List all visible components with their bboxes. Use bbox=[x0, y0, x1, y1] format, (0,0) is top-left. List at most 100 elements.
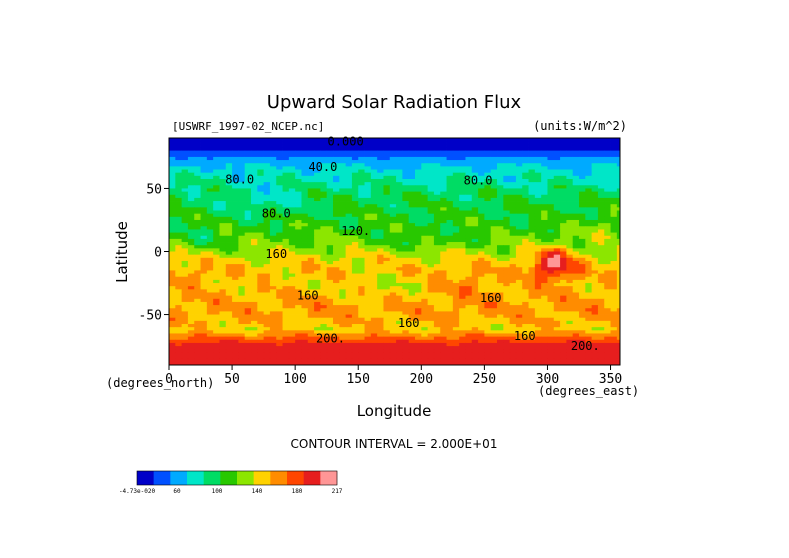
heatmap-cell bbox=[364, 305, 372, 309]
heatmap-cell bbox=[370, 194, 378, 199]
heatmap-cell bbox=[604, 223, 611, 227]
heatmap-cell bbox=[452, 251, 460, 256]
heatmap-cell bbox=[553, 308, 561, 312]
heatmap-cell bbox=[465, 264, 473, 268]
heatmap-cell bbox=[377, 185, 384, 189]
heatmap-cell bbox=[219, 242, 227, 246]
heatmap-cell bbox=[383, 182, 391, 186]
heatmap-cell bbox=[244, 254, 252, 259]
heatmap-cell bbox=[169, 169, 176, 174]
heatmap-cell bbox=[320, 352, 328, 356]
heatmap-cell bbox=[377, 342, 384, 347]
heatmap-cell bbox=[257, 156, 265, 161]
heatmap-cell bbox=[433, 229, 441, 233]
heatmap-cell bbox=[244, 153, 252, 158]
heatmap-cell bbox=[225, 248, 233, 252]
heatmap-cell bbox=[440, 219, 447, 224]
heatmap-cell bbox=[307, 283, 315, 287]
heatmap-cell bbox=[295, 355, 302, 360]
heatmap-cell bbox=[408, 251, 416, 256]
heatmap-cell bbox=[219, 257, 227, 262]
heatmap-cell bbox=[383, 301, 391, 306]
heatmap-cell bbox=[541, 260, 548, 265]
heatmap-cell bbox=[175, 289, 183, 293]
heatmap-cell bbox=[169, 257, 176, 262]
heatmap-cell bbox=[421, 216, 429, 221]
heatmap-cell bbox=[440, 248, 447, 252]
heatmap-cell bbox=[251, 279, 258, 284]
heatmap-cell bbox=[232, 339, 239, 344]
heatmap-cell bbox=[515, 251, 523, 256]
heatmap-cell bbox=[446, 320, 454, 325]
heatmap-cell bbox=[244, 219, 252, 224]
heatmap-cell bbox=[515, 172, 523, 177]
heatmap-cell bbox=[263, 267, 271, 271]
heatmap-cell bbox=[553, 150, 561, 155]
heatmap-cell bbox=[251, 308, 258, 312]
heatmap-cell bbox=[522, 185, 529, 189]
heatmap-cell bbox=[383, 226, 391, 230]
heatmap-cell bbox=[522, 352, 529, 356]
heatmap-cell bbox=[383, 156, 391, 161]
heatmap-cell bbox=[484, 264, 492, 268]
heatmap-cell bbox=[465, 229, 473, 233]
heatmap-cell bbox=[560, 279, 567, 284]
heatmap-cell bbox=[358, 216, 365, 221]
heatmap-cell bbox=[370, 254, 378, 259]
heatmap-cell bbox=[263, 349, 271, 353]
heatmap-cell bbox=[351, 219, 359, 224]
heatmap-cell bbox=[263, 324, 271, 328]
heatmap-cell bbox=[320, 286, 328, 290]
heatmap-cell bbox=[276, 352, 283, 356]
heatmap-cell bbox=[528, 301, 536, 306]
heatmap-cell bbox=[616, 251, 621, 256]
heatmap-cell bbox=[181, 197, 189, 202]
heatmap-cell bbox=[314, 242, 321, 246]
heatmap-cell bbox=[408, 320, 416, 325]
heatmap-cell bbox=[478, 251, 485, 256]
heatmap-cell bbox=[515, 216, 523, 221]
heatmap-cell bbox=[509, 289, 517, 293]
heatmap-cell bbox=[307, 219, 315, 224]
heatmap-cell bbox=[383, 204, 391, 208]
heatmap-cell bbox=[478, 163, 485, 167]
heatmap-cell bbox=[225, 333, 233, 338]
heatmap-cell bbox=[471, 267, 479, 271]
heatmap-cell bbox=[541, 207, 548, 211]
heatmap-cell bbox=[314, 210, 321, 215]
heatmap-cell bbox=[459, 242, 466, 246]
heatmap-cell bbox=[534, 314, 542, 319]
heatmap-cell bbox=[282, 163, 290, 167]
heatmap-cell bbox=[541, 336, 548, 341]
heatmap-cell bbox=[396, 264, 403, 268]
heatmap-cell bbox=[553, 147, 561, 152]
heatmap-cell bbox=[509, 342, 517, 347]
heatmap-cell bbox=[515, 311, 523, 315]
heatmap-cell bbox=[181, 349, 189, 353]
heatmap-cell bbox=[295, 317, 302, 322]
heatmap-cell bbox=[269, 336, 277, 341]
heatmap-cell bbox=[232, 147, 239, 152]
heatmap-cell bbox=[497, 144, 504, 148]
heatmap-cell bbox=[339, 245, 347, 249]
heatmap-cell bbox=[497, 346, 504, 350]
heatmap-cell bbox=[528, 147, 536, 152]
heatmap-cell bbox=[194, 295, 201, 300]
heatmap-cell bbox=[421, 276, 429, 281]
heatmap-cell bbox=[276, 276, 283, 281]
heatmap-cell bbox=[534, 219, 542, 224]
heatmap-cell bbox=[333, 163, 340, 167]
heatmap-cell bbox=[560, 138, 567, 142]
heatmap-cell bbox=[396, 197, 403, 202]
heatmap-cell bbox=[200, 185, 208, 189]
heatmap-cell bbox=[415, 160, 422, 164]
heatmap-cell bbox=[459, 295, 466, 300]
heatmap-cell bbox=[465, 311, 473, 315]
heatmap-cell bbox=[553, 160, 561, 164]
heatmap-cell bbox=[383, 216, 391, 221]
heatmap-cell bbox=[465, 163, 473, 167]
heatmap-cell bbox=[181, 141, 189, 145]
heatmap-cell bbox=[446, 150, 454, 155]
heatmap-cell bbox=[320, 223, 328, 227]
heatmap-cell bbox=[181, 153, 189, 158]
